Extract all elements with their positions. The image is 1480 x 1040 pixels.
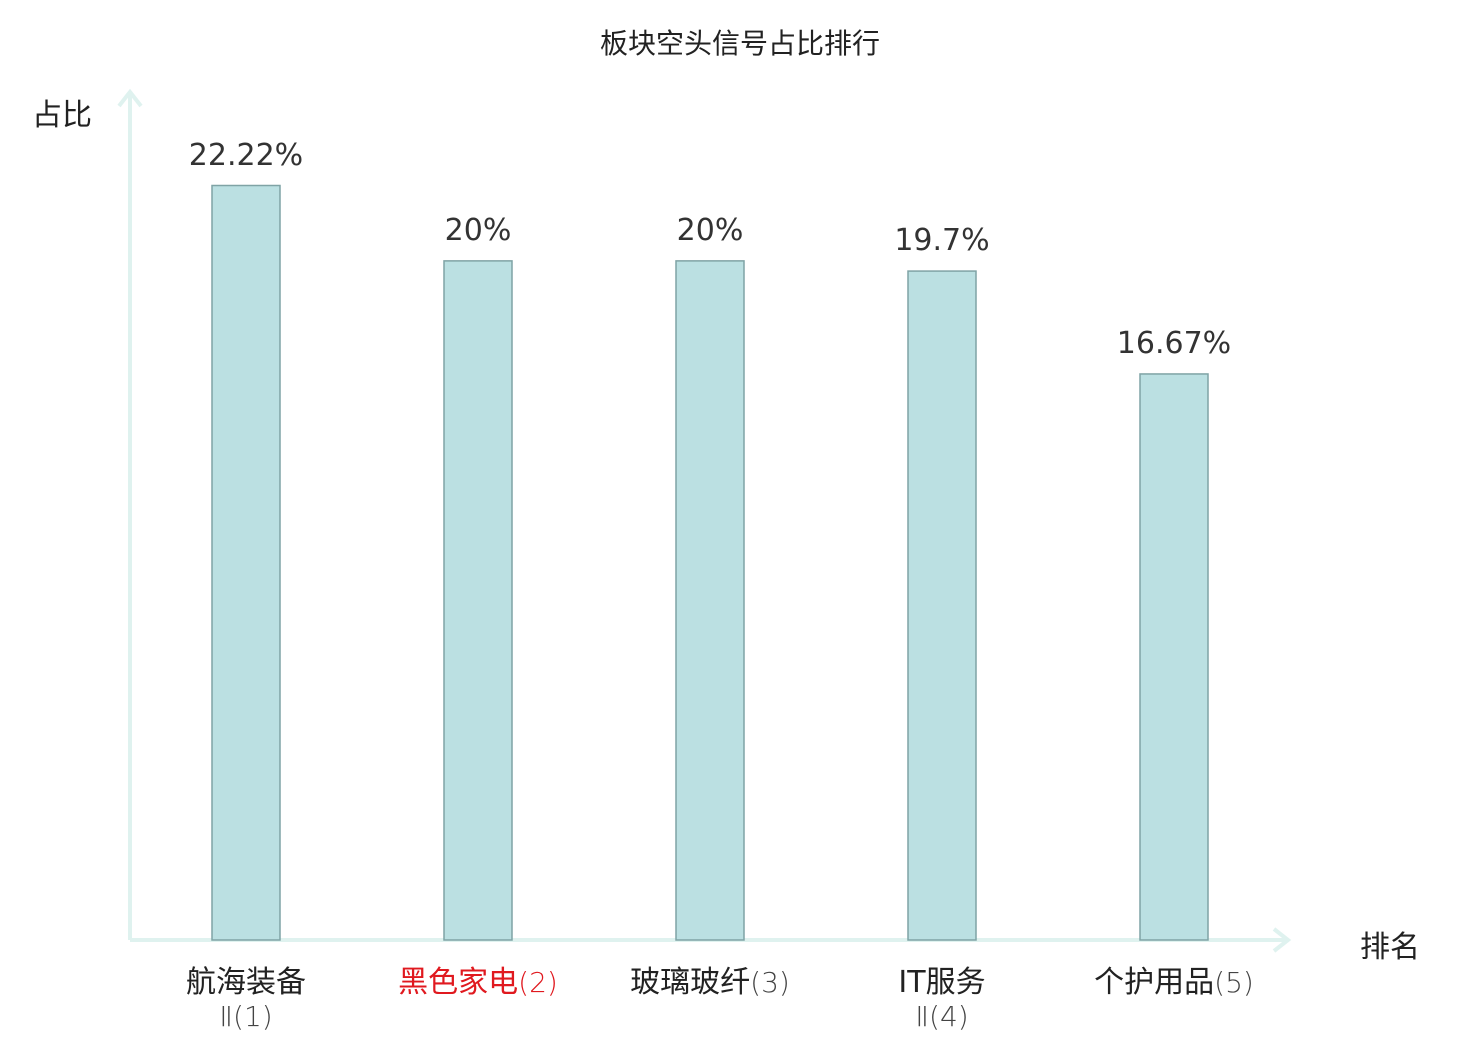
bar: [675, 260, 745, 941]
data-label: 16.67%: [1116, 325, 1232, 361]
bar: [443, 260, 513, 941]
x-axis-arrow: [1272, 927, 1292, 953]
bar: [211, 184, 281, 941]
category-rank: (3): [750, 966, 790, 999]
bar: [907, 270, 977, 941]
category-name: 黑色家电: [398, 965, 519, 1000]
category-suffix: Ⅱ: [915, 1000, 930, 1033]
category-rank: (2): [518, 966, 558, 999]
data-label: 20%: [676, 212, 744, 248]
bar: [1139, 373, 1209, 941]
data-label: 22.22%: [188, 137, 304, 173]
x-tick-label: 个护用品(5): [1074, 966, 1274, 1000]
y-axis-label: 占比: [32, 98, 92, 133]
x-tick-label: 玻璃玻纤(3): [610, 966, 810, 1000]
category-rank: (4): [929, 1000, 969, 1033]
data-label: 20%: [444, 212, 512, 248]
data-label: 19.7%: [894, 223, 990, 259]
x-tick-label: IT服务 Ⅱ(4): [842, 966, 1042, 1034]
x-tick-label: 黑色家电(2): [378, 966, 578, 1000]
category-name: 航海装备: [186, 965, 306, 1000]
category-name: IT服务: [898, 965, 986, 1000]
category-rank: (1): [233, 1000, 273, 1033]
category-suffix: Ⅱ: [219, 1000, 234, 1033]
chart-title: 板块空头信号占比排行: [599, 27, 880, 60]
category-rank: (5): [1214, 966, 1254, 999]
x-axis-label: 排名: [1360, 930, 1420, 965]
category-name: 玻璃玻纤: [630, 965, 751, 1000]
x-tick-label: 航海装备 Ⅱ(1): [146, 966, 346, 1034]
category-name: 个护用品: [1094, 965, 1215, 1000]
y-axis-arrow: [117, 88, 143, 108]
